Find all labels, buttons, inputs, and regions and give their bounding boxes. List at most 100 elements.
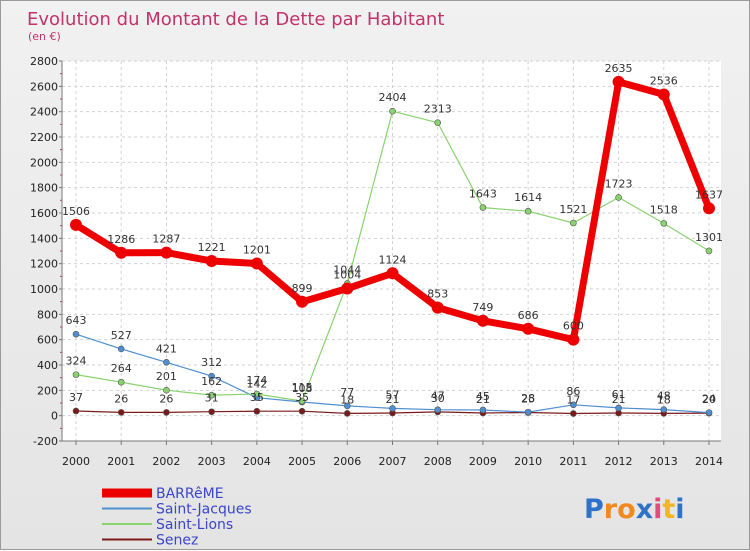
logo-letter: i: [653, 494, 662, 525]
data-label: 1221: [198, 241, 226, 254]
y-tick-label: -200: [33, 435, 58, 448]
data-label: 115: [292, 381, 313, 394]
data-point: [705, 247, 713, 255]
data-point: [615, 404, 622, 412]
y-tick-label: 2600: [30, 80, 58, 93]
proxiti-logo-text: Proxiti: [584, 494, 685, 525]
data-label: 20: [702, 393, 716, 406]
data-label: 1614: [514, 191, 542, 204]
data-label: 1004: [333, 268, 361, 281]
data-labels: 1506 1286 1287 1221 1201 899 1004 1124 853 749 686…: [62, 62, 723, 407]
data-label: 28: [521, 392, 535, 405]
data-label: 1518: [650, 203, 678, 216]
data-point: [296, 295, 309, 308]
data-label: 21: [386, 393, 400, 406]
data-point: [160, 246, 173, 259]
data-label: 421: [156, 342, 177, 355]
data-label: 1287: [152, 233, 180, 246]
x-tick-label: 2000: [62, 455, 90, 468]
y-tick-label: 2400: [30, 106, 58, 119]
data-label: 1506: [62, 205, 90, 218]
data-label: 47: [431, 390, 445, 403]
data-point: [163, 386, 170, 394]
data-point: [70, 218, 82, 231]
logo-letter: x: [636, 494, 653, 525]
logo-letter: i: [675, 494, 684, 525]
data-point: [208, 372, 215, 380]
data-label: 26: [159, 392, 173, 405]
data-point: [72, 330, 80, 338]
data-label: 48: [657, 390, 671, 403]
data-label: 643: [66, 314, 87, 327]
data-point: [615, 194, 622, 201]
x-tick-label: 2002: [152, 455, 180, 468]
data-point: [253, 407, 261, 415]
data-point: [72, 371, 80, 378]
data-point: [163, 359, 170, 366]
x-tick-label: 2004: [243, 455, 271, 468]
y-tick-label: 2000: [30, 156, 58, 169]
data-point: [205, 255, 218, 268]
data-label: 1643: [469, 188, 497, 201]
data-point: [570, 410, 577, 417]
data-point: [705, 409, 713, 416]
data-label: 1723: [605, 177, 633, 190]
data-point: [163, 409, 170, 416]
x-tick-label: 2012: [605, 455, 633, 468]
x-tick-label: 2009: [469, 455, 497, 468]
data-label: 45: [476, 390, 490, 403]
data-label: 18: [657, 393, 671, 406]
proxiti-logo: Proxiti: [584, 494, 685, 525]
y-tick-label: 1000: [30, 283, 58, 296]
data-point: [298, 397, 306, 405]
x-tick-label: 2005: [288, 455, 316, 468]
y-tick-label: 800: [37, 308, 58, 321]
data-label: 2404: [379, 91, 407, 104]
data-label: 1044: [333, 263, 361, 276]
data-label: 142: [246, 378, 267, 391]
data-label: 2313: [424, 103, 452, 116]
data-label: 21: [612, 393, 626, 406]
data-label: 1521: [559, 203, 587, 216]
data-label: 35: [295, 391, 309, 404]
data-point: [117, 409, 125, 416]
logo-letter: P: [584, 494, 604, 525]
data-point: [570, 219, 577, 227]
data-point: [522, 322, 535, 335]
legend-entry: Saint-Jacques: [156, 502, 252, 518]
data-point: [343, 402, 351, 410]
y-tick-label: 200: [37, 384, 58, 397]
x-tick-label: 2007: [379, 455, 407, 468]
data-point: [570, 401, 577, 409]
x-tick-label: 2013: [650, 455, 678, 468]
data-label: 77: [340, 386, 354, 399]
axes: -200 0 200 400 600 800 1000 1200 1400 1600 1800 200…: [30, 55, 723, 468]
data-label: 37: [69, 391, 83, 404]
data-label: 108: [292, 382, 313, 395]
series-lines: [70, 75, 715, 417]
data-point: [703, 202, 715, 215]
data-point: [524, 408, 532, 416]
data-point: [117, 378, 125, 386]
data-label: 201: [156, 370, 177, 383]
data-label: 527: [111, 329, 132, 342]
data-label: 2536: [650, 74, 678, 87]
data-label: 24: [702, 393, 716, 406]
data-point: [72, 407, 80, 415]
data-point: [476, 314, 489, 327]
data-point: [298, 407, 306, 415]
legend-entry: BARRêME: [156, 486, 224, 502]
y-tick-label: 2800: [30, 55, 58, 68]
y-tick-label: 1800: [30, 182, 58, 195]
data-point: [250, 257, 263, 270]
data-label: 25: [521, 393, 535, 406]
data-label: 853: [427, 288, 448, 301]
chart-title: Evolution du Montant de la Dette par Hab…: [27, 9, 444, 30]
data-point: [386, 267, 399, 280]
x-tick-label: 2014: [695, 455, 723, 468]
logo-letter: r: [604, 494, 618, 525]
data-point: [389, 405, 396, 412]
x-tick-label: 2006: [333, 455, 361, 468]
data-label: 86: [566, 385, 580, 398]
